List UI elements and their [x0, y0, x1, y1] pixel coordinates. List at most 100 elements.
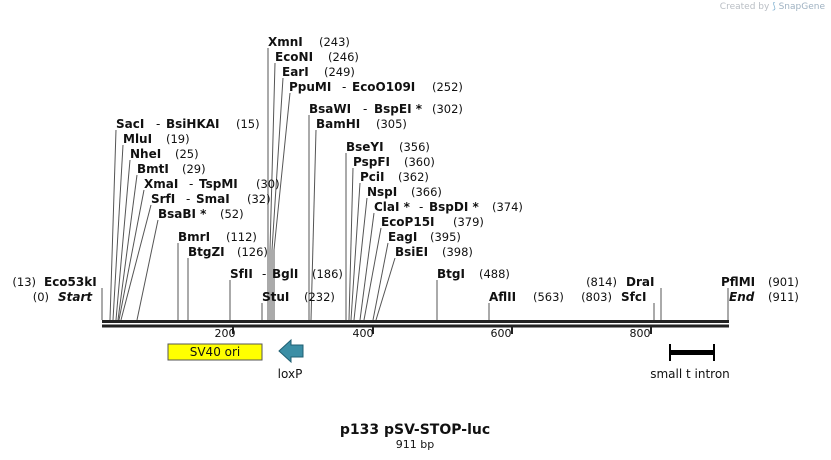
enzyme-smai: SmaI [196, 192, 230, 206]
position-bmri: (112) [226, 230, 257, 244]
leader-eagi [372, 242, 389, 321]
enzyme-eari: EarI [282, 65, 309, 79]
enzyme-bspdi: BspDI * [429, 200, 479, 214]
position-bseyi: (356) [399, 140, 430, 154]
enzyme-btgi: BtgI [437, 267, 465, 281]
separator-dash: - [363, 102, 367, 116]
small-t-intron-label: small t intron [650, 367, 730, 381]
separator-dash: - [189, 177, 193, 191]
enzyme-tspmi: TspMI [199, 177, 238, 191]
tick-mark-800 [650, 327, 652, 334]
enzyme-pflmi: PflMI [721, 275, 755, 289]
enzyme-bamhi: BamHI [316, 117, 360, 131]
position-bsabi: (52) [220, 207, 244, 221]
position-eari: (249) [324, 65, 355, 79]
enzyme-bspei: BspEI * [374, 102, 423, 116]
leader-bmti [117, 174, 138, 321]
position-bsawi: (302) [432, 102, 463, 116]
leader-ppumi [273, 92, 291, 320]
enzyme-bsihkai: BsiHKAI [166, 117, 220, 131]
enzyme-btgzi: BtgZI [188, 245, 225, 259]
small-t-intron-left-cap [669, 344, 671, 361]
enzyme-ppumi: PpuMI [289, 80, 331, 94]
position-sfii: (186) [312, 267, 343, 281]
feature-loxp: loxP [278, 338, 304, 381]
sv40-ori-box [167, 343, 263, 361]
enzyme-nspi: NspI [367, 185, 397, 199]
leader-nhei [115, 159, 131, 321]
dna-backbone [102, 320, 729, 328]
separator-dash: - [156, 117, 160, 131]
enzyme-aflii: AflII [489, 290, 516, 304]
enzyme-bsawi: BsaWI [309, 102, 351, 116]
position-aflii: (563) [533, 290, 564, 304]
position-bamhi: (305) [376, 117, 407, 131]
enzyme-saci: SacI [116, 117, 144, 131]
tick-label-200: 200 [215, 327, 236, 340]
leader-srfi [120, 204, 152, 321]
position-bsiei: (398) [442, 245, 473, 259]
position-stui: (232) [304, 290, 335, 304]
leader-pcii [350, 182, 361, 321]
position-econi: (246) [328, 50, 359, 64]
enzyme-ecop15i: EcoP15I [381, 215, 435, 229]
leader-ecop15i [363, 227, 382, 321]
label-start: Start [58, 290, 93, 304]
snapgene-credit: Created by ⟆ SnapGene [720, 2, 825, 12]
feature-sv40-ori: SV40 ori [167, 343, 263, 361]
enzyme-nhei: NheI [130, 147, 161, 161]
sv40-ori-label: SV40 ori [190, 345, 241, 359]
enzyme-eco53ki: Eco53kI [44, 275, 97, 289]
position-start: (0) [33, 290, 49, 304]
leader-nspi [353, 197, 368, 321]
leader-clai [359, 212, 375, 321]
map-title: p133 pSV-STOP-luc [340, 422, 490, 438]
position-bmti: (29) [182, 162, 206, 176]
leader-bsabi [136, 219, 159, 321]
enzyme-econi: EcoNI [275, 50, 313, 64]
separator-dash: - [419, 200, 423, 214]
small-t-intron-bar [669, 350, 714, 355]
enzyme-bsiei: BsiEI [395, 245, 428, 259]
tick-label-800: 800 [630, 327, 651, 340]
enzyme-bmri: BmrI [178, 230, 210, 244]
position-sfci: (803) [581, 290, 612, 304]
enzyme-pcii: PciI [360, 170, 385, 184]
enzyme-xmni: XmnI [268, 35, 303, 49]
position-nspi: (366) [411, 185, 442, 199]
enzyme-ecoo109i: EcoO109I [352, 80, 415, 94]
separator-dash: - [262, 267, 266, 281]
enzyme-sfci: SfcI [621, 290, 646, 304]
tick-mark-600 [511, 327, 513, 334]
position-srfi: (32) [247, 192, 271, 206]
leader-bamhi [310, 129, 317, 321]
enzyme-xmai: XmaI [144, 177, 178, 191]
tick-mark-400 [372, 327, 374, 334]
position-saci: (15) [236, 117, 260, 131]
label-end: End [729, 290, 755, 304]
enzyme-mlui: MluI [123, 132, 152, 146]
enzyme-srfi: SrfI [151, 192, 175, 206]
position-eco53ki: (13) [12, 275, 36, 289]
credit-prefix: Created by [719, 2, 770, 12]
leader-pspfi [348, 167, 354, 321]
dna-strand-bottom [102, 324, 729, 328]
ruler-ticks: 200 400 600 800 [215, 327, 652, 340]
enzyme-clai: ClaI * [374, 200, 411, 214]
position-btgi: (488) [479, 267, 510, 281]
enzyme-bmti: BmtI [137, 162, 169, 176]
enzyme-pspfi: PspFI [353, 155, 390, 169]
separator-dash: - [186, 192, 190, 206]
position-drai: (814) [586, 275, 617, 289]
position-nhei: (25) [175, 147, 199, 161]
position-btgzi: (126) [237, 245, 268, 259]
position-end: (911) [768, 290, 799, 304]
enzyme-bseyi: BseYI [346, 140, 384, 154]
snapgene-logo-icon: ⟆ [772, 2, 776, 12]
enzyme-stui: StuI [262, 290, 289, 304]
tick-label-400: 400 [353, 327, 374, 340]
enzyme-eagi: EagI [388, 230, 417, 244]
credit-brand: SnapGene [778, 2, 825, 12]
enzyme-bgli: BglI [272, 267, 298, 281]
loxp-label: loxP [278, 367, 303, 381]
